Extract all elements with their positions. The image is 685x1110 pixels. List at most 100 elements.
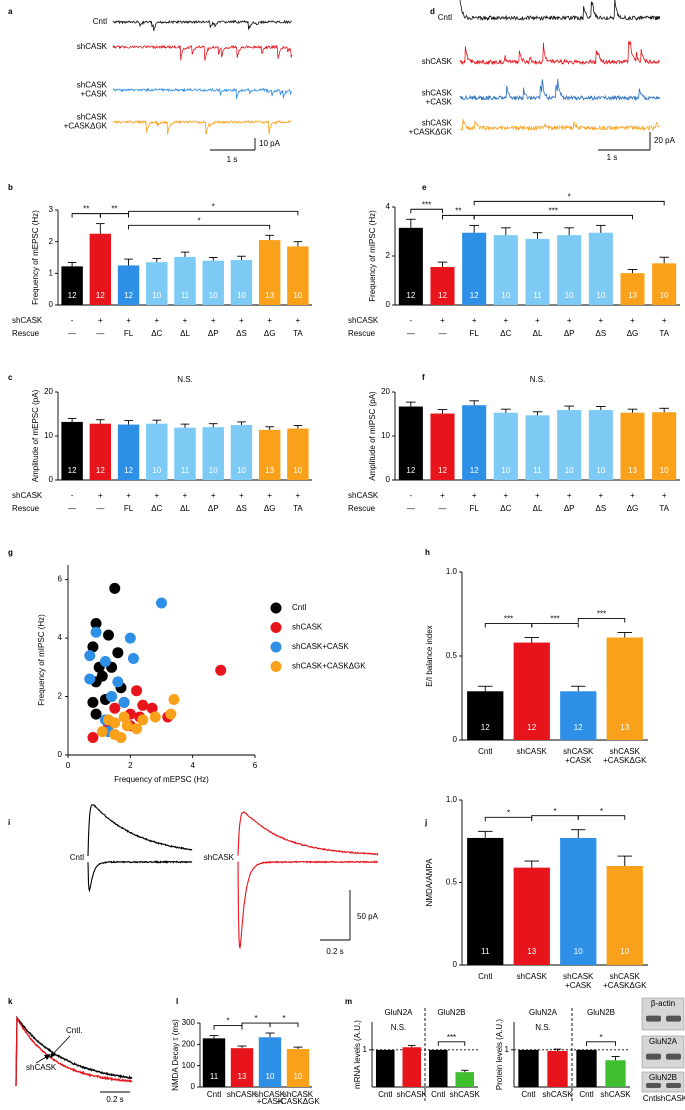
- n-label: 13: [265, 291, 274, 300]
- n-label: 12: [470, 466, 479, 475]
- blot-band: [646, 1053, 661, 1060]
- panel-letter: h: [425, 548, 430, 557]
- scale-label: 0.2 s: [106, 1095, 123, 1104]
- legend-label: shCASK: [292, 623, 323, 632]
- row-label: +: [472, 316, 477, 325]
- x-tick-label: +CASKΔGK: [603, 756, 647, 765]
- trace-label: +CASKΔGK: [409, 128, 453, 137]
- row-label: ΔL: [180, 329, 190, 338]
- y-tick-label: 2: [49, 237, 54, 246]
- significance-label: *: [568, 192, 571, 201]
- x-tick-label: 6: [253, 761, 258, 770]
- x-tick-label: shCASK: [397, 1090, 428, 1099]
- y-tick-label: 6: [58, 575, 63, 584]
- row-label: FL: [124, 504, 134, 513]
- y-tick-label: 2: [58, 692, 63, 701]
- row-label: +: [598, 316, 603, 325]
- group-annotation: N.S.: [535, 1023, 551, 1032]
- trace-label: Cntl.: [66, 1026, 82, 1035]
- group-label: GluN2A: [529, 1008, 558, 1017]
- legend-marker: [270, 641, 282, 653]
- bar: [606, 866, 643, 965]
- n-label: 10: [209, 466, 218, 475]
- n-label: 12: [527, 723, 536, 732]
- lane-label: Cntl: [643, 1094, 657, 1103]
- row-label: ΔG: [264, 329, 276, 338]
- y-tick-label: 0: [49, 475, 54, 484]
- bar: [588, 232, 613, 305]
- bar: [513, 867, 550, 965]
- y-tick-label: 20: [44, 387, 53, 396]
- n-label: 11: [481, 947, 490, 956]
- row-label: -: [409, 316, 412, 325]
- significance-label: ***: [550, 615, 559, 624]
- row-label: +: [267, 316, 272, 325]
- significance-label: **: [455, 206, 461, 215]
- n-label: 13: [238, 1072, 247, 1081]
- x-tick-label: shCASK: [563, 972, 594, 981]
- bar: [606, 637, 643, 740]
- significance-label: **: [83, 205, 89, 214]
- bar: [287, 428, 309, 480]
- bar: [258, 429, 281, 480]
- row-label: TA: [659, 504, 669, 513]
- point: [118, 696, 130, 708]
- row-label: +: [211, 491, 216, 500]
- row-label: ΔP: [564, 329, 575, 338]
- legend-marker: [270, 602, 282, 614]
- row-label: -: [71, 316, 74, 325]
- y-tick-label: 4: [386, 202, 391, 211]
- significance-label: *: [212, 202, 215, 211]
- point: [146, 702, 158, 714]
- row-label: +: [535, 491, 540, 500]
- scale-label: 10 pA: [259, 139, 281, 148]
- annotation: N.S.: [177, 375, 193, 384]
- row-label: TA: [293, 329, 303, 338]
- blot-band: [666, 1015, 681, 1022]
- significance-label: *: [599, 1033, 602, 1042]
- trace-label: shCASK: [77, 42, 108, 51]
- row-label: +: [296, 316, 301, 325]
- row-label: —: [407, 329, 415, 338]
- row-label: +: [662, 491, 667, 500]
- significance-label: *: [600, 807, 603, 816]
- row-label: ΔS: [595, 504, 606, 513]
- y-tick-label: 1: [363, 1045, 368, 1054]
- panel-letter: m: [345, 997, 352, 1006]
- n-label: 10: [266, 1072, 275, 1081]
- point: [137, 699, 149, 711]
- bar: [560, 691, 597, 740]
- row-label: ΔG: [627, 329, 639, 338]
- bar: [467, 691, 504, 740]
- y-axis-label: Frequency of mIPSC (Hz): [368, 210, 377, 302]
- x-tick-label: Cntl: [478, 747, 492, 756]
- point: [112, 676, 124, 688]
- n-label: 10: [237, 466, 246, 475]
- x-tick-label: shCASK: [283, 1090, 314, 1099]
- trace-label: shCASK: [422, 119, 453, 128]
- significance-label: ***: [504, 615, 513, 624]
- trace-label: Cntl: [438, 13, 452, 22]
- n-label: 12: [438, 466, 447, 475]
- point: [127, 653, 139, 665]
- bar: [287, 246, 309, 305]
- bar: [146, 423, 168, 480]
- bar: [402, 1047, 422, 1087]
- row-label: ΔC: [151, 329, 162, 338]
- trace: [112, 119, 292, 135]
- significance-bracket: [128, 210, 299, 216]
- panel-letter: g: [8, 548, 13, 557]
- significance-bracket: [531, 623, 579, 628]
- panel-letter: k: [8, 997, 13, 1006]
- blot-band: [666, 1083, 681, 1088]
- row-label: +: [126, 491, 131, 500]
- significance-bracket: [484, 623, 533, 628]
- trace: [237, 811, 379, 856]
- row-label: —: [96, 329, 104, 338]
- significance-bracket: [241, 1022, 271, 1028]
- bar: [605, 1060, 626, 1087]
- row-label: ΔC: [500, 504, 511, 513]
- arrow-head: [44, 1054, 51, 1060]
- bar: [174, 427, 196, 480]
- row-label: +: [239, 491, 244, 500]
